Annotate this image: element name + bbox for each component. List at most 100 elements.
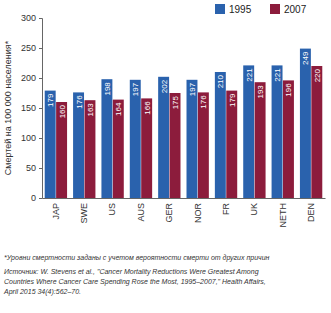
tick: 200 [21, 73, 42, 83]
legend-swatch [270, 4, 280, 14]
tick: 0 [31, 193, 42, 203]
data-label: 249 [301, 51, 310, 65]
tick-mark [39, 18, 42, 19]
bar [243, 65, 254, 198]
data-label: 175 [171, 95, 180, 109]
tick-mark [39, 108, 42, 109]
bar [215, 72, 226, 198]
tick-label: NOR [193, 203, 203, 224]
bar [311, 66, 322, 198]
tick-label: DEN [306, 203, 316, 222]
data-label: 221 [273, 68, 282, 82]
tick: AUS [136, 198, 146, 222]
data-label: 164 [114, 102, 123, 116]
bar [255, 82, 266, 198]
data-label: 163 [86, 103, 95, 117]
bar [113, 100, 124, 198]
footnote: *Уровни смертности заданы с учетом вероя… [4, 254, 270, 262]
tick-label: 200 [21, 73, 36, 83]
legend-label: 1995 [229, 4, 252, 15]
tick-label: 0 [31, 193, 36, 203]
tick-mark [39, 78, 42, 79]
bar [84, 100, 95, 198]
axis-line [43, 198, 326, 199]
tick-label: 250 [21, 43, 36, 53]
data-label: 179 [228, 93, 237, 107]
tick-label: 300 [21, 13, 36, 23]
legend-label: 2007 [284, 4, 307, 15]
bar [283, 80, 294, 198]
tick-label: AUS [136, 203, 146, 222]
tick-label: US [107, 203, 117, 216]
tick: JAP [51, 198, 61, 220]
data-label: 179 [46, 93, 55, 107]
legend-item: 2007 [270, 4, 307, 15]
tick: DEN [306, 198, 316, 222]
bars [45, 49, 323, 198]
tick: 100 [21, 133, 42, 143]
bar [130, 80, 141, 198]
footnote: April 2015 34(4):562–70. [3, 288, 81, 296]
tick: 250 [21, 43, 42, 53]
footnote: Countries Where Cancer Care Spending Ros… [4, 278, 266, 286]
chart: 179 176 198 197 202 197 210 221 221 249 160 163 164 1… [0, 0, 331, 313]
tick-label: FR [221, 203, 231, 215]
tick: 300 [21, 13, 42, 23]
data-label: 166 [143, 101, 152, 115]
tick: NOR [193, 198, 203, 223]
x-axis: JAP SWE US AUS GER NOR FR UK NETH DEN [43, 198, 326, 228]
tick: 50 [26, 163, 42, 173]
bar [101, 79, 112, 198]
data-label: 176 [199, 95, 208, 109]
bar [300, 49, 311, 198]
tick: GER [164, 198, 174, 223]
data-label: 197 [131, 82, 140, 96]
data-label: 202 [160, 79, 169, 93]
tick-mark [39, 168, 42, 169]
tick-label: UK [249, 203, 259, 216]
tick-label: GER [164, 203, 174, 223]
data-label: 197 [188, 82, 197, 96]
data-label: 193 [256, 85, 265, 99]
data-label: 198 [103, 82, 112, 96]
bar [158, 77, 169, 198]
axis-title: Смертей на 100 000 населения* [3, 40, 13, 175]
bar [187, 80, 198, 198]
tick: UK [249, 198, 259, 216]
data-label: 176 [75, 95, 84, 109]
bar [198, 92, 209, 198]
bar [141, 98, 152, 198]
tick-label: 100 [21, 133, 36, 143]
data-label: 196 [284, 83, 293, 97]
bar [73, 92, 84, 198]
tick-label: SWE [79, 203, 89, 224]
tick: 150 [21, 103, 42, 113]
bar [272, 65, 283, 198]
bar [45, 91, 56, 198]
axis-line [39, 19, 43, 199]
tick: FR [221, 198, 231, 215]
footnotes: *Уровни смертности заданы с учетом вероя… [3, 254, 270, 296]
tick: SWE [79, 198, 89, 224]
tick: US [107, 198, 117, 216]
tick-label: JAP [51, 203, 61, 220]
legend-item: 1995 [215, 4, 252, 15]
data-label: 220 [313, 68, 322, 82]
tick-mark [39, 138, 42, 139]
tick-mark [39, 198, 42, 199]
tick-label: 50 [26, 163, 36, 173]
tick-label: NETH [278, 203, 288, 228]
tick-label: 150 [21, 103, 36, 113]
plot: 179 176 198 197 202 197 210 221 221 249 160 163 164 1… [21, 13, 326, 227]
data-label: 210 [216, 74, 225, 88]
legend: 1995 2007 [215, 4, 307, 15]
y-axis: 0 50 100 150 200 250 300 [21, 13, 43, 203]
bar [56, 102, 67, 198]
bar [226, 91, 237, 198]
footnote: Источник: W. Stevens et al., "Cancer Mor… [4, 268, 259, 276]
data-label: 160 [58, 104, 67, 118]
data-label: 221 [245, 68, 254, 82]
tick: NETH [278, 198, 288, 228]
legend-swatch [215, 4, 225, 14]
bar [170, 93, 181, 198]
